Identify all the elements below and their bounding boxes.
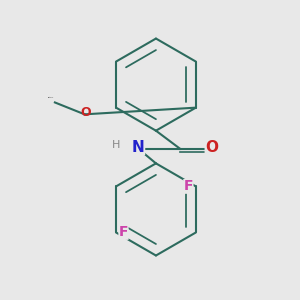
Text: N: N — [132, 140, 145, 154]
Text: methoxy: methoxy — [47, 97, 54, 98]
Text: F: F — [119, 226, 128, 239]
Text: F: F — [184, 179, 193, 194]
Text: H: H — [112, 140, 120, 150]
Text: O: O — [81, 106, 92, 119]
Text: O: O — [205, 140, 218, 154]
